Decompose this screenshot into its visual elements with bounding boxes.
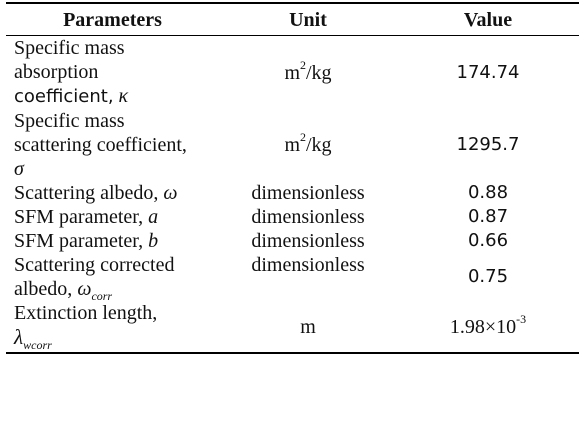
table-row: SFM parameter, b dimensionless 0.66	[6, 229, 579, 253]
unit-cell: dimensionless	[251, 254, 365, 276]
param-text: coefficient,	[14, 86, 114, 107]
unit-cell: dimensionless	[251, 206, 365, 228]
param-text: Scattering albedo,	[14, 182, 159, 204]
table-row: Scattering corrected albedo, ωcorr dimen…	[6, 253, 579, 303]
value-cell: 1.98×10-3	[397, 301, 579, 354]
param-cell: Extinction length, λwcorr	[6, 301, 219, 354]
table-row: SFM parameter, a dimensionless 0.87	[6, 205, 579, 229]
value-cell: 0.88	[467, 182, 509, 203]
param-text: SFM parameter,	[14, 230, 144, 252]
param-symbol: σ	[14, 158, 24, 180]
param-cell: SFM parameter, a	[6, 205, 219, 229]
value-cell: 0.87	[467, 206, 509, 227]
table-row: Extinction length, λwcorr m 1.98×10-3	[6, 301, 579, 354]
param-cell: Specific mass scattering coefficient, σ	[6, 109, 219, 181]
unit-cell: m2/kg	[219, 36, 397, 110]
unit-cell: dimensionless	[251, 230, 365, 252]
unit-exponent: 2	[300, 130, 306, 145]
param-symbol: κ	[118, 85, 129, 107]
param-text: SFM parameter,	[14, 206, 144, 228]
value-base: 1.98×10	[449, 315, 517, 338]
header-row: Parameters Unit Value	[6, 2, 579, 36]
param-cell: Scattering albedo, ω	[6, 181, 219, 205]
header-unit: Unit	[219, 2, 397, 36]
param-text: Scattering corrected	[14, 254, 175, 276]
unit-base: m	[284, 61, 300, 84]
param-symbol: a	[148, 206, 159, 228]
table-row: Scattering albedo, ω dimensionless 0.88	[6, 181, 579, 205]
unit-exponent: 2	[300, 57, 306, 72]
value-cell: 0.66	[467, 230, 509, 251]
unit-cell: m2/kg	[219, 109, 397, 181]
unit-rest: /kg	[306, 61, 332, 84]
param-text: Specific mass	[14, 37, 125, 59]
param-text: absorption	[14, 61, 99, 83]
header-value: Value	[397, 2, 579, 36]
param-symbol-subscript: corr	[91, 289, 113, 303]
header-parameters: Parameters	[6, 2, 219, 36]
table-row: Specific mass scattering coefficient, σ …	[6, 109, 579, 181]
param-symbol: b	[148, 230, 159, 252]
unit-base: m	[284, 134, 300, 156]
parameters-table: Parameters Unit Value Specific mass abso…	[6, 2, 579, 354]
param-symbol: λ	[14, 325, 24, 349]
param-text: Specific mass	[14, 110, 125, 132]
param-text: Extinction length,	[14, 302, 158, 324]
value-cell: 0.75	[467, 266, 509, 287]
unit-rest: /kg	[306, 134, 332, 156]
value-cell: 174.74	[456, 61, 520, 83]
value-exponent: -3	[516, 311, 527, 326]
unit-cell: m	[219, 301, 397, 354]
unit-cell: dimensionless	[251, 182, 365, 204]
value-cell: 1295.7	[456, 134, 520, 155]
param-cell: Specific mass absorption coefficient, κ	[6, 36, 219, 110]
param-symbol: ω	[77, 278, 92, 300]
param-text: albedo,	[14, 278, 73, 300]
table-row: Specific mass absorption coefficient, κ …	[6, 36, 579, 110]
param-cell: SFM parameter, b	[6, 229, 219, 253]
param-text: scattering coefficient,	[14, 134, 187, 156]
param-cell: Scattering corrected albedo, ωcorr	[6, 253, 219, 303]
param-symbol: ω	[163, 182, 178, 204]
param-symbol-subscript: wcorr	[23, 338, 52, 352]
